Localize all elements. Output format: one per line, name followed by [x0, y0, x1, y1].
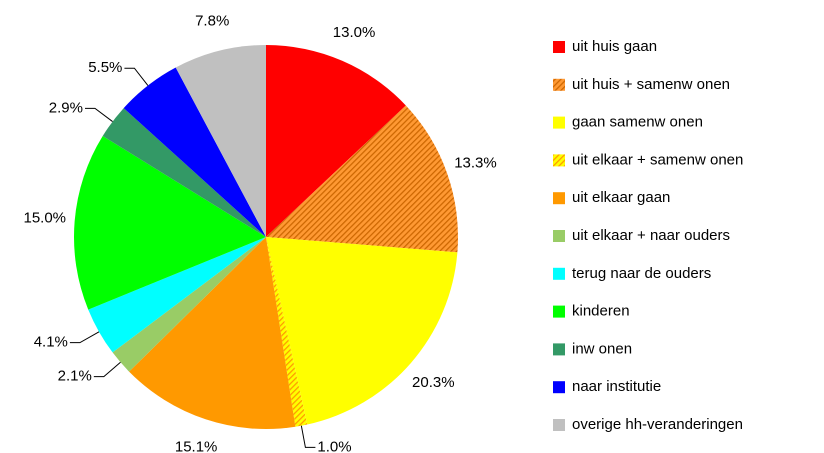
- legend-swatch: [553, 192, 565, 205]
- pie-slice: [266, 237, 308, 427]
- legend-label: kinderen: [572, 303, 630, 320]
- data-label: 4.1%: [34, 334, 68, 351]
- legend-label: uit huis + samenw onen: [572, 76, 730, 93]
- leader-line: [69, 331, 100, 344]
- pie-slice: [266, 237, 458, 425]
- data-label: 13.0%: [333, 24, 376, 41]
- legend-swatch: [553, 305, 565, 318]
- legend-label: uit elkaar + naar ouders: [572, 227, 730, 244]
- pie-slice: [74, 136, 267, 310]
- pie-slice: [175, 45, 266, 237]
- data-label: 13.3%: [454, 154, 497, 171]
- pie-slice: [129, 237, 296, 429]
- pie-slice: [266, 45, 406, 237]
- data-label: 15.0%: [23, 210, 66, 227]
- data-label: 2.9%: [49, 99, 83, 116]
- data-label: 5.5%: [88, 59, 122, 76]
- legend-swatch: [553, 41, 565, 53]
- data-label: 20.3%: [412, 374, 455, 391]
- data-label: 15.1%: [175, 439, 218, 453]
- leader-line: [124, 67, 149, 86]
- pie-slice: [112, 237, 266, 372]
- data-label: 2.1%: [58, 368, 92, 385]
- legend-swatch: [553, 154, 565, 167]
- data-label: 1.0%: [317, 438, 351, 453]
- pie-slice: [88, 237, 267, 353]
- legend-label: naar institutie: [572, 378, 661, 395]
- leader-line: [300, 425, 316, 448]
- leader-line: [84, 107, 113, 122]
- legend-swatch: [553, 343, 565, 356]
- pie-slice: [123, 67, 266, 238]
- legend-label: uit huis gaan: [572, 38, 657, 55]
- legend-label: uit elkaar gaan: [572, 189, 670, 206]
- pie-slice: [266, 105, 459, 253]
- data-label: 7.8%: [195, 13, 229, 30]
- legend-swatch: [553, 419, 565, 431]
- legend-label: gaan samenw onen: [572, 114, 703, 131]
- leader-line: [93, 361, 121, 378]
- legend-swatch: [553, 267, 565, 280]
- pie-slice: [102, 108, 267, 237]
- legend-label: inw onen: [572, 340, 632, 357]
- legend-swatch: [553, 116, 565, 129]
- legend-label: uit elkaar + samenw onen: [572, 151, 743, 168]
- legend-swatch: [553, 78, 565, 91]
- legend-label: terug naar de ouders: [572, 265, 711, 282]
- legend-swatch: [553, 230, 565, 242]
- legend-swatch: [553, 381, 565, 394]
- legend-label: overige hh-veranderingen: [572, 416, 743, 433]
